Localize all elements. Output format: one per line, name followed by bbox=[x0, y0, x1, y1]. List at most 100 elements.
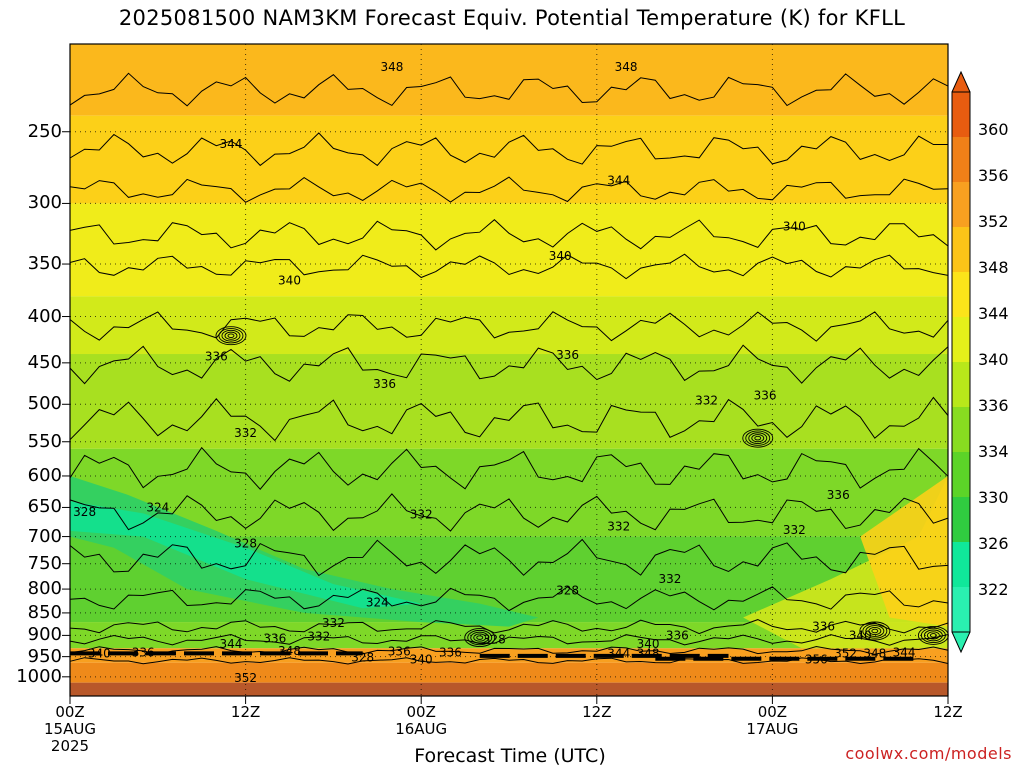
contour-line bbox=[69, 657, 949, 665]
colorbar-segment bbox=[952, 407, 970, 453]
colorbar-label: 330 bbox=[978, 488, 1009, 507]
contour-cell bbox=[224, 331, 238, 340]
colorbar-segment bbox=[952, 452, 970, 498]
contour-label: 336 bbox=[132, 645, 155, 659]
x-tick-label-line: 12Z bbox=[230, 703, 261, 721]
x-tick-label: 00Z 15AUG 2025 bbox=[30, 704, 110, 755]
contour-label: 348 bbox=[278, 644, 301, 658]
contour-label: 336 bbox=[205, 350, 228, 364]
contour-cell bbox=[926, 631, 940, 640]
contour-label: 336 bbox=[754, 389, 777, 403]
contour-label: 344 bbox=[220, 637, 243, 651]
y-tick-label: 400 bbox=[27, 305, 62, 327]
contour-label: 336 bbox=[263, 631, 286, 645]
contour-cell bbox=[473, 633, 487, 642]
plot-frame bbox=[62, 43, 949, 704]
y-tick-label: 250 bbox=[27, 120, 62, 142]
contour-label: 348 bbox=[380, 60, 403, 74]
y-tick-label: 350 bbox=[27, 253, 62, 275]
contour-label: 340 bbox=[783, 219, 806, 233]
colorbar-segment bbox=[952, 542, 970, 588]
heatmap-band bbox=[70, 682, 948, 696]
x-tick-label-line: 15AUG bbox=[44, 720, 96, 738]
contour-cell bbox=[464, 628, 496, 648]
contour-label: 336 bbox=[439, 645, 462, 659]
y-tick-label: 300 bbox=[27, 192, 62, 214]
colorbar-max-arrow bbox=[951, 70, 971, 93]
contour-cell bbox=[748, 432, 768, 445]
y-tick-label: 450 bbox=[27, 351, 62, 373]
colorbar-segment bbox=[952, 272, 970, 318]
contour-line bbox=[69, 633, 949, 646]
colorbar-label: 336 bbox=[978, 396, 1009, 415]
colorbar-segment bbox=[952, 137, 970, 183]
contour-line bbox=[69, 619, 949, 635]
y-tick-label: 550 bbox=[27, 430, 62, 452]
contour-label: 324 bbox=[366, 596, 389, 610]
contour-line bbox=[69, 253, 949, 280]
contour-label: 344 bbox=[220, 137, 243, 151]
contour-label: 344 bbox=[893, 645, 916, 659]
contour-label: 348 bbox=[637, 646, 660, 660]
colorbar-segment bbox=[952, 182, 970, 228]
contour-label: 328 bbox=[351, 650, 374, 664]
contour-label: 340 bbox=[637, 637, 660, 651]
contour-label: 328 bbox=[483, 633, 506, 647]
y-tick-label: 500 bbox=[27, 393, 62, 415]
contour-label: 332 bbox=[659, 572, 682, 586]
contour-label: 328 bbox=[73, 505, 96, 519]
x-tick-label-line: 2025 bbox=[50, 737, 90, 755]
contour-label: 328 bbox=[556, 584, 579, 598]
contour-label: 348 bbox=[615, 60, 638, 74]
y-tick-label: 950 bbox=[27, 645, 62, 667]
cool-layer-area bbox=[70, 476, 539, 627]
colorbar-label: 344 bbox=[978, 304, 1009, 323]
contour-label: 340 bbox=[849, 628, 872, 642]
contour-line bbox=[69, 446, 949, 490]
contour-cell bbox=[221, 329, 241, 342]
x-tick-label: 12Z bbox=[908, 704, 988, 721]
contour-line bbox=[69, 538, 949, 577]
contour-line bbox=[69, 344, 949, 385]
heatmap-band bbox=[70, 296, 948, 355]
colorbar-label: 326 bbox=[978, 534, 1009, 553]
x-tick-label-line: 00Z bbox=[55, 703, 85, 721]
contour-label: 336 bbox=[556, 348, 579, 362]
y-tick-label: 800 bbox=[27, 578, 62, 600]
heatmap-band bbox=[70, 115, 948, 204]
contour-label: 332 bbox=[322, 616, 345, 630]
contour-label: 332 bbox=[783, 523, 806, 537]
colorbar-segment bbox=[952, 587, 970, 633]
plot-border bbox=[69, 43, 949, 697]
colorbar-segment bbox=[952, 92, 970, 138]
contour-line bbox=[69, 176, 949, 203]
credit-link[interactable]: coolwx.com/models bbox=[845, 744, 1012, 763]
contour-line bbox=[69, 493, 949, 532]
contour-label: 332 bbox=[607, 519, 630, 533]
chart-title: 2025081500 NAM3KM Forecast Equiv. Potent… bbox=[118, 6, 906, 30]
contour-cell bbox=[467, 629, 493, 646]
contour-label: 336 bbox=[827, 488, 850, 502]
contour-label: 336 bbox=[373, 377, 396, 391]
contour-lines bbox=[69, 72, 949, 665]
colorbar-segment bbox=[952, 317, 970, 363]
contour-label: 340 bbox=[410, 653, 433, 667]
x-tick-label-line: 16AUG bbox=[395, 720, 448, 738]
contour-label: 344 bbox=[607, 646, 630, 660]
contour-label: 352 bbox=[234, 671, 257, 685]
contour-cell bbox=[868, 626, 882, 636]
heatmap-field bbox=[70, 44, 948, 696]
x-tick-label: 12Z bbox=[206, 704, 286, 721]
colorbar-label: 340 bbox=[978, 350, 1009, 369]
contour-label: 332 bbox=[695, 393, 718, 407]
x-tick-label: 00Z 16AUG bbox=[381, 704, 461, 738]
colorbar-segment bbox=[952, 362, 970, 408]
colorbar-segment bbox=[952, 227, 970, 273]
contour-label: 352 bbox=[834, 646, 857, 660]
heatmap-band bbox=[70, 203, 948, 297]
contour-label: 332 bbox=[410, 508, 433, 522]
contour-cell bbox=[470, 631, 490, 644]
contour-cell bbox=[745, 430, 771, 446]
contour-line bbox=[69, 132, 948, 167]
